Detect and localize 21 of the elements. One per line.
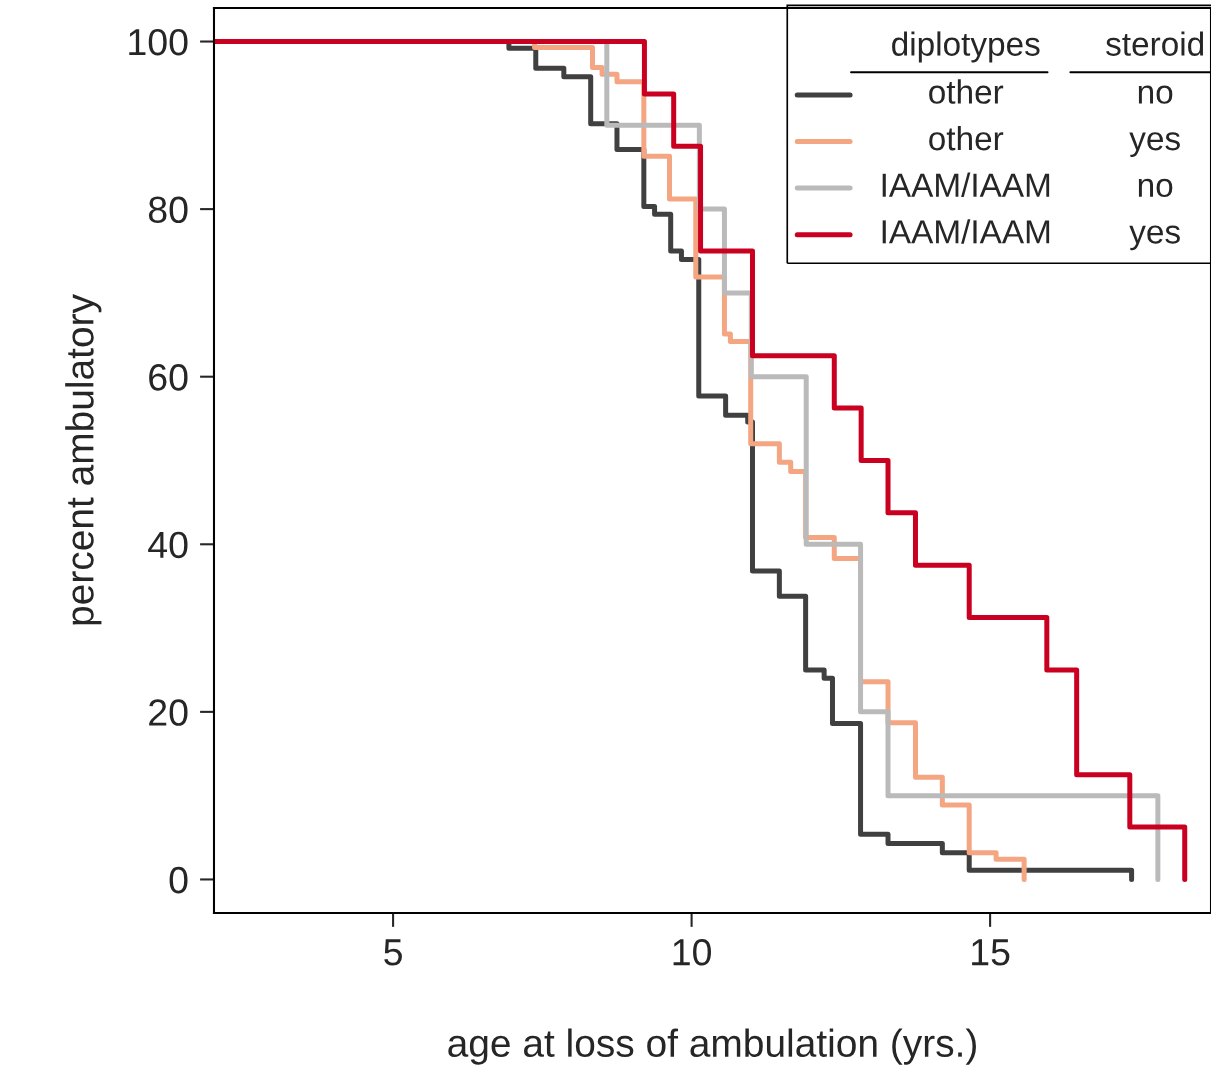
legend-label: other [929, 125, 1004, 151]
legend-title: diplotypes [892, 31, 1040, 63]
annotation: yes [1129, 225, 1180, 251]
legend-label: IAAM/IAAM [882, 219, 1050, 244]
y-tick-label: 80 [148, 196, 188, 224]
y-tick-label: 100 [129, 28, 188, 56]
annotation: no [1138, 85, 1173, 104]
annotation: no [1138, 178, 1173, 198]
x-tick-label: 10 [673, 938, 711, 966]
annotation: yes [1129, 132, 1180, 158]
x-tick-label: 5 [384, 939, 402, 966]
annotation: steroid [1106, 31, 1204, 56]
x-axis-title: age at loss of ambulation (yrs.) [448, 1028, 976, 1065]
y-tick-label: 40 [148, 531, 188, 559]
legend-label: other [929, 79, 1004, 104]
y-axis-title: percent ambulatory [65, 294, 102, 625]
x-tick-label: 15 [972, 939, 1010, 966]
y-tick-label: 60 [149, 364, 188, 391]
y-tick-label: 0 [169, 866, 188, 894]
legend-label: IAAM/IAAM [882, 172, 1050, 198]
y-tick-label: 20 [149, 699, 188, 726]
